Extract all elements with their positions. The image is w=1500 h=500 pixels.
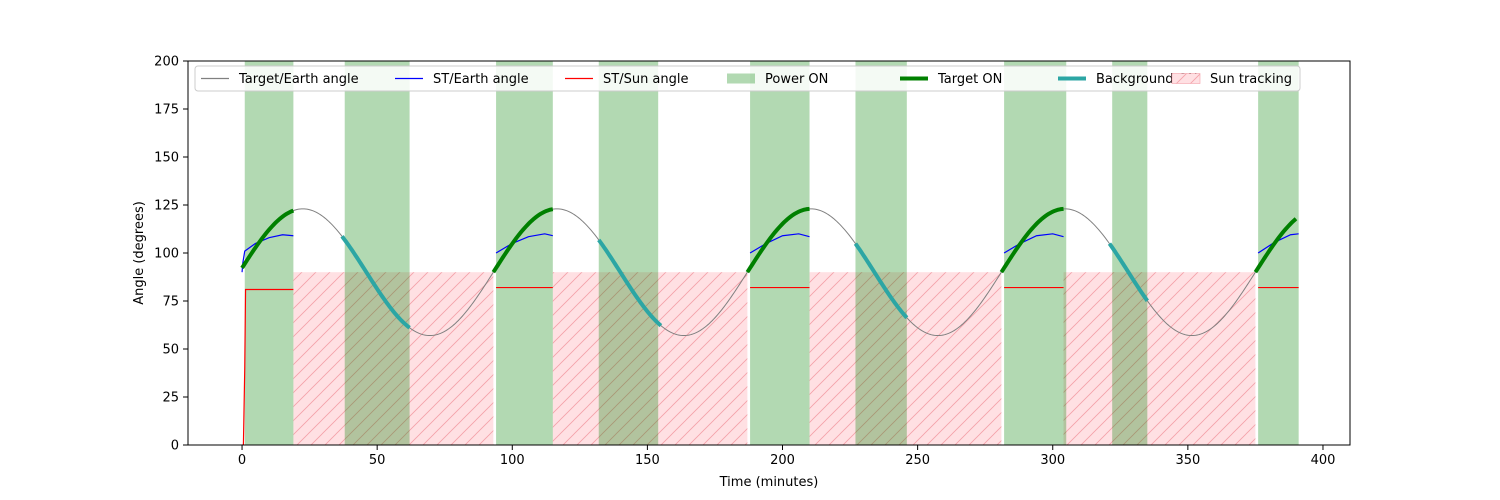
target-on-segment-1 [491, 207, 554, 274]
legend-label: ST/Earth angle [433, 72, 529, 87]
st-earth-angle-segment-3 [1003, 233, 1064, 254]
y-tick-label-150: 150 [154, 151, 179, 166]
x-tick-label-100: 100 [500, 453, 525, 468]
target-on-segment-2 [745, 206, 810, 274]
y-tick-label-50: 50 [162, 343, 179, 358]
background-on-segment-0 [340, 235, 411, 330]
y-tick-label-125: 125 [154, 199, 179, 214]
legend-label: Power ON [765, 72, 828, 87]
background-on-segment-1 [597, 238, 663, 328]
legend-label: Sun tracking [1210, 72, 1292, 87]
x-tick-label-50: 50 [369, 453, 386, 468]
x-tick-label-200: 200 [770, 453, 795, 468]
legend-swatch [727, 73, 755, 84]
legend-item-target-earth: Target/Earth angle [201, 72, 359, 87]
legend-label: ST/Sun angle [603, 72, 689, 87]
st-earth-angle-segment-0 [241, 234, 294, 273]
legend-item-sun-tracking: Sun tracking [1171, 72, 1292, 87]
y-tick-label-200: 200 [154, 55, 179, 70]
target-on-segment-0 [240, 208, 295, 270]
legend-item-st-sun: ST/Sun angle [565, 72, 689, 87]
legend-label: Target/Earth angle [238, 72, 359, 87]
sun-tracking-region-3 [1063, 272, 1256, 445]
background-on-segment-3 [1107, 242, 1149, 302]
x-tick-label-400: 400 [1311, 453, 1336, 468]
y-tick-label-100: 100 [154, 247, 179, 262]
x-tick-label-300: 300 [1040, 453, 1065, 468]
legend-item-power-on: Power ON [727, 72, 828, 87]
legend-item-st-earth: ST/Earth angle [395, 72, 529, 87]
target-on-segment-3 [999, 206, 1064, 274]
y-tick-label-175: 175 [154, 103, 179, 118]
x-axis-label: Time (minutes) [719, 475, 819, 490]
y-tick-label-75: 75 [162, 295, 179, 310]
y-tick-label-0: 0 [171, 439, 179, 454]
sun-tracking-region-1 [552, 272, 748, 445]
st-earth-angle-segment-4 [1257, 233, 1299, 254]
x-tick-label-150: 150 [635, 453, 660, 468]
st-earth-angle-segment-1 [495, 233, 553, 254]
x-tick-label-350: 350 [1175, 453, 1200, 468]
sun-tracking-region-0 [293, 272, 494, 445]
y-tick-label-25: 25 [162, 391, 179, 406]
y-axis-label: Angle (degrees) [132, 201, 147, 305]
legend-box [194, 65, 1301, 92]
target-on-segment-4 [1253, 217, 1298, 274]
x-tick-label-250: 250 [905, 453, 930, 468]
st-sun-angle-segment-0 [242, 288, 294, 445]
x-tick-label-0: 0 [238, 453, 246, 468]
legend-swatch [1171, 73, 1201, 84]
background-on-segment-2 [853, 242, 909, 320]
sun-tracking-region-2 [809, 272, 1002, 445]
power-on-band-8 [1258, 61, 1299, 445]
legend-item-target-on: Target ON [900, 72, 1002, 87]
legend-label: Target ON [937, 72, 1002, 87]
st-earth-angle-segment-2 [749, 233, 810, 254]
